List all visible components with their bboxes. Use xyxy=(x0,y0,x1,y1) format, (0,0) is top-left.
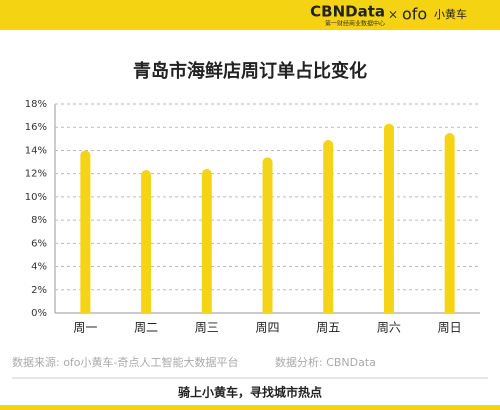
chart-title: 青岛市海鲜店周订单占比变化 xyxy=(133,60,367,82)
bar xyxy=(444,133,455,313)
bar xyxy=(201,169,212,313)
x-tick-label: 周六 xyxy=(377,321,401,335)
bar xyxy=(141,170,152,313)
analysis: 数据分析: CBNData xyxy=(275,355,376,369)
bar xyxy=(80,150,91,313)
partner-name: 小黄车 xyxy=(434,7,467,21)
y-tick-label: 0% xyxy=(31,308,47,319)
x-tick-label: 周日 xyxy=(438,321,462,335)
bar xyxy=(323,139,334,313)
slogan: 骑上小黄车，寻找城市热点 xyxy=(178,385,322,400)
x-tick-label: 周三 xyxy=(195,321,219,335)
header-bar xyxy=(0,0,500,30)
x-tick-label: 周五 xyxy=(316,321,340,335)
bar xyxy=(383,123,394,313)
separator: × xyxy=(388,8,398,22)
y-tick-label: 18% xyxy=(25,99,47,110)
y-tick-label: 10% xyxy=(25,192,47,203)
y-tick-label: 4% xyxy=(31,262,47,273)
y-tick-label: 16% xyxy=(25,122,47,133)
source: 数据来源: ofo小黄车-奇点人工智能大数据平台 xyxy=(12,355,239,369)
brand-sub: 第一财经商业数据中心 xyxy=(325,20,385,28)
footer-bar xyxy=(0,405,500,410)
bar xyxy=(262,157,273,313)
brand: CBNData xyxy=(310,3,385,21)
x-tick-label: 周一 xyxy=(73,321,97,335)
x-tick-label: 周四 xyxy=(255,321,279,335)
y-tick-label: 6% xyxy=(31,238,47,249)
x-tick-label: 周二 xyxy=(134,321,158,335)
y-tick-label: 2% xyxy=(31,285,47,296)
y-tick-label: 8% xyxy=(31,215,47,226)
partner-logo: ofo xyxy=(402,5,427,24)
y-tick-label: 14% xyxy=(25,145,47,156)
y-tick-label: 12% xyxy=(25,169,47,180)
